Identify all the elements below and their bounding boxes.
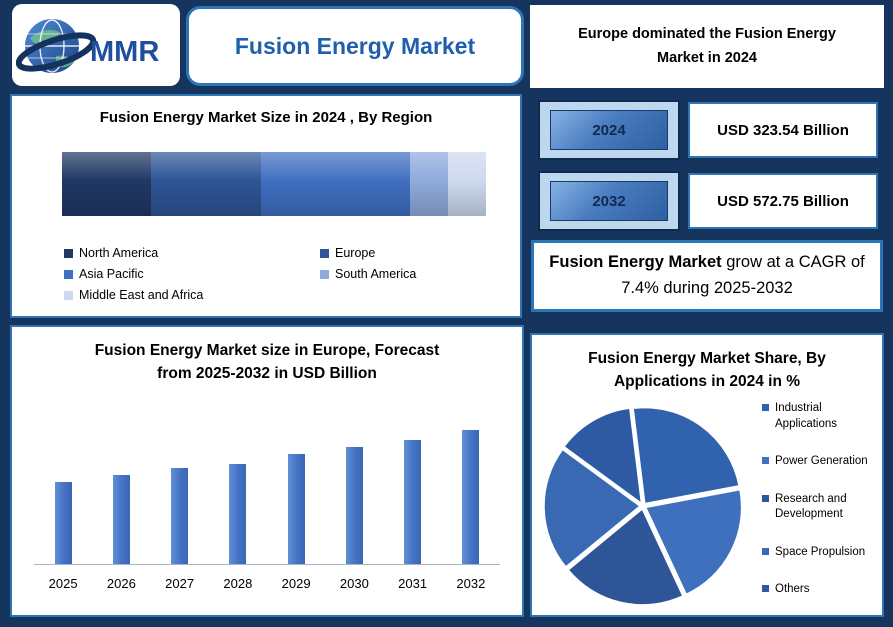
headline-text: Europe dominated the Fusion Energy Marke… bbox=[578, 25, 836, 66]
forecast-bar-column bbox=[384, 440, 442, 564]
forecast-bar-column bbox=[92, 475, 150, 564]
logo-text: MMR bbox=[90, 36, 159, 68]
share-legend-item: Research and Development bbox=[762, 492, 880, 523]
forecast-bar-column bbox=[325, 447, 383, 564]
region-legend-item: Asia Pacific bbox=[64, 267, 320, 281]
region-legend-item: Middle East and Africa bbox=[64, 288, 320, 302]
forecast-bar bbox=[112, 475, 130, 564]
forecast-bar-column bbox=[151, 468, 209, 564]
legend-label: Middle East and Africa bbox=[79, 288, 204, 302]
forecast-panel: Fusion Energy Market size in Europe, For… bbox=[10, 325, 524, 617]
region-bar-segment bbox=[151, 152, 262, 216]
forecast-chart: 2025 2026 2027 2028 2029 2030 2031 2032 bbox=[34, 399, 500, 595]
forecast-x-label: 2027 bbox=[165, 576, 195, 591]
share-panel: Fusion Energy Market Share, By Applicati… bbox=[530, 333, 884, 617]
forecast-bar bbox=[54, 482, 72, 564]
legend-label: Power Generation bbox=[775, 455, 868, 468]
region-panel: Fusion Energy Market Size in 2024 , By R… bbox=[10, 94, 522, 318]
legend-color-swatch bbox=[762, 585, 769, 593]
pie-slice-2 bbox=[567, 507, 684, 606]
share-legend-item: Industrial Applications bbox=[762, 401, 880, 432]
year-badge-2024: 2024 bbox=[538, 100, 680, 160]
legend-color-swatch bbox=[320, 269, 329, 279]
region-legend-item: Europe bbox=[320, 246, 494, 260]
pie-chart bbox=[534, 397, 752, 615]
forecast-x-label: 2026 bbox=[106, 576, 136, 591]
share-legend-item: Space Propulsion bbox=[762, 545, 880, 561]
forecast-x-label: 2028 bbox=[223, 576, 253, 591]
year-badge-2032-label: 2032 bbox=[550, 181, 668, 221]
legend-color-swatch bbox=[762, 404, 769, 411]
year-badge-2032: 2032 bbox=[538, 171, 680, 231]
region-bar-segment bbox=[409, 152, 448, 216]
region-bar-segment bbox=[447, 152, 486, 216]
page-title: Fusion Energy Market bbox=[234, 32, 476, 59]
forecast-bar bbox=[229, 464, 247, 564]
legend-color-swatch bbox=[64, 290, 73, 300]
forecast-bar-column bbox=[209, 464, 267, 564]
forecast-bar-column bbox=[442, 430, 500, 564]
cagr-text: Fusion Energy Market grow at a CAGR of 7… bbox=[547, 250, 867, 301]
forecast-bar-column bbox=[34, 482, 92, 564]
share-legend-item: Power Generation bbox=[762, 454, 880, 470]
forecast-bar bbox=[171, 468, 189, 564]
forecast-bar bbox=[345, 447, 363, 564]
pie-slice-3 bbox=[543, 448, 642, 569]
region-bar-segment bbox=[261, 152, 410, 216]
region-legend-item: South America bbox=[320, 267, 494, 281]
cagr-text-rest: grow at a CAGR of 7.4% during 2025-2032 bbox=[621, 253, 865, 297]
forecast-x-label: 2025 bbox=[48, 576, 78, 591]
share-legend: Industrial Applications Power Generation R… bbox=[762, 401, 880, 598]
pie-slice-1 bbox=[644, 488, 743, 596]
forecast-bar-column bbox=[267, 454, 325, 564]
legend-color-swatch bbox=[64, 269, 73, 279]
forecast-x-label: 2030 bbox=[339, 576, 369, 591]
legend-label: Asia Pacific bbox=[79, 267, 144, 281]
mmr-logo: MMR bbox=[16, 19, 159, 73]
legend-color-swatch bbox=[762, 457, 769, 465]
legend-label: Europe bbox=[335, 246, 376, 260]
share-chart-title: Fusion Energy Market Share, By Applicati… bbox=[588, 350, 826, 391]
forecast-bar bbox=[287, 454, 305, 564]
forecast-x-label: 2032 bbox=[456, 576, 486, 591]
region-bar-segment bbox=[62, 152, 152, 216]
legend-color-swatch bbox=[762, 494, 769, 502]
legend-label: South America bbox=[335, 267, 417, 281]
year-badge-2024-label: 2024 bbox=[550, 110, 668, 150]
logo-panel: MMR bbox=[12, 4, 180, 86]
cagr-text-bold: Fusion Energy Market bbox=[549, 253, 722, 272]
forecast-chart-title: Fusion Energy Market size in Europe, For… bbox=[94, 342, 440, 383]
market-value-2024: USD 323.54 Billion bbox=[688, 102, 878, 158]
forecast-x-labels: 2025 2026 2027 2028 2029 2030 2031 2032 bbox=[34, 567, 500, 595]
legend-color-swatch bbox=[64, 248, 73, 258]
headline-panel: Europe dominated the Fusion Energy Marke… bbox=[530, 5, 884, 88]
forecast-x-label: 2029 bbox=[281, 576, 311, 591]
legend-color-swatch bbox=[762, 547, 769, 555]
pie-chart-svg bbox=[543, 406, 743, 606]
legend-color-swatch bbox=[320, 248, 329, 258]
legend-label: North America bbox=[79, 246, 159, 260]
legend-label: Industrial Applications bbox=[775, 402, 838, 430]
forecast-plot bbox=[34, 399, 500, 565]
market-value-2032: USD 572.75 Billion bbox=[688, 173, 878, 229]
forecast-bar bbox=[462, 430, 480, 564]
pie-slice-4 bbox=[562, 407, 643, 506]
legend-label: Space Propulsion bbox=[775, 545, 866, 558]
legend-label: Others bbox=[775, 583, 810, 596]
pie-slice-0 bbox=[632, 406, 740, 505]
forecast-x-label: 2031 bbox=[398, 576, 428, 591]
region-stacked-bar bbox=[62, 152, 486, 216]
logo-swoosh bbox=[16, 32, 97, 72]
share-legend-item: Others bbox=[762, 582, 880, 598]
legend-label: Research and Development bbox=[775, 492, 847, 521]
region-chart-title: Fusion Energy Market Size in 2024 , By R… bbox=[99, 109, 433, 126]
forecast-bar bbox=[404, 440, 422, 564]
region-legend: North America Europe Asia Pacific South Ame… bbox=[64, 246, 494, 302]
title-panel: Fusion Energy Market bbox=[186, 6, 524, 86]
cagr-box: Fusion Energy Market grow at a CAGR of 7… bbox=[531, 240, 883, 312]
region-legend-item: North America bbox=[64, 246, 320, 260]
